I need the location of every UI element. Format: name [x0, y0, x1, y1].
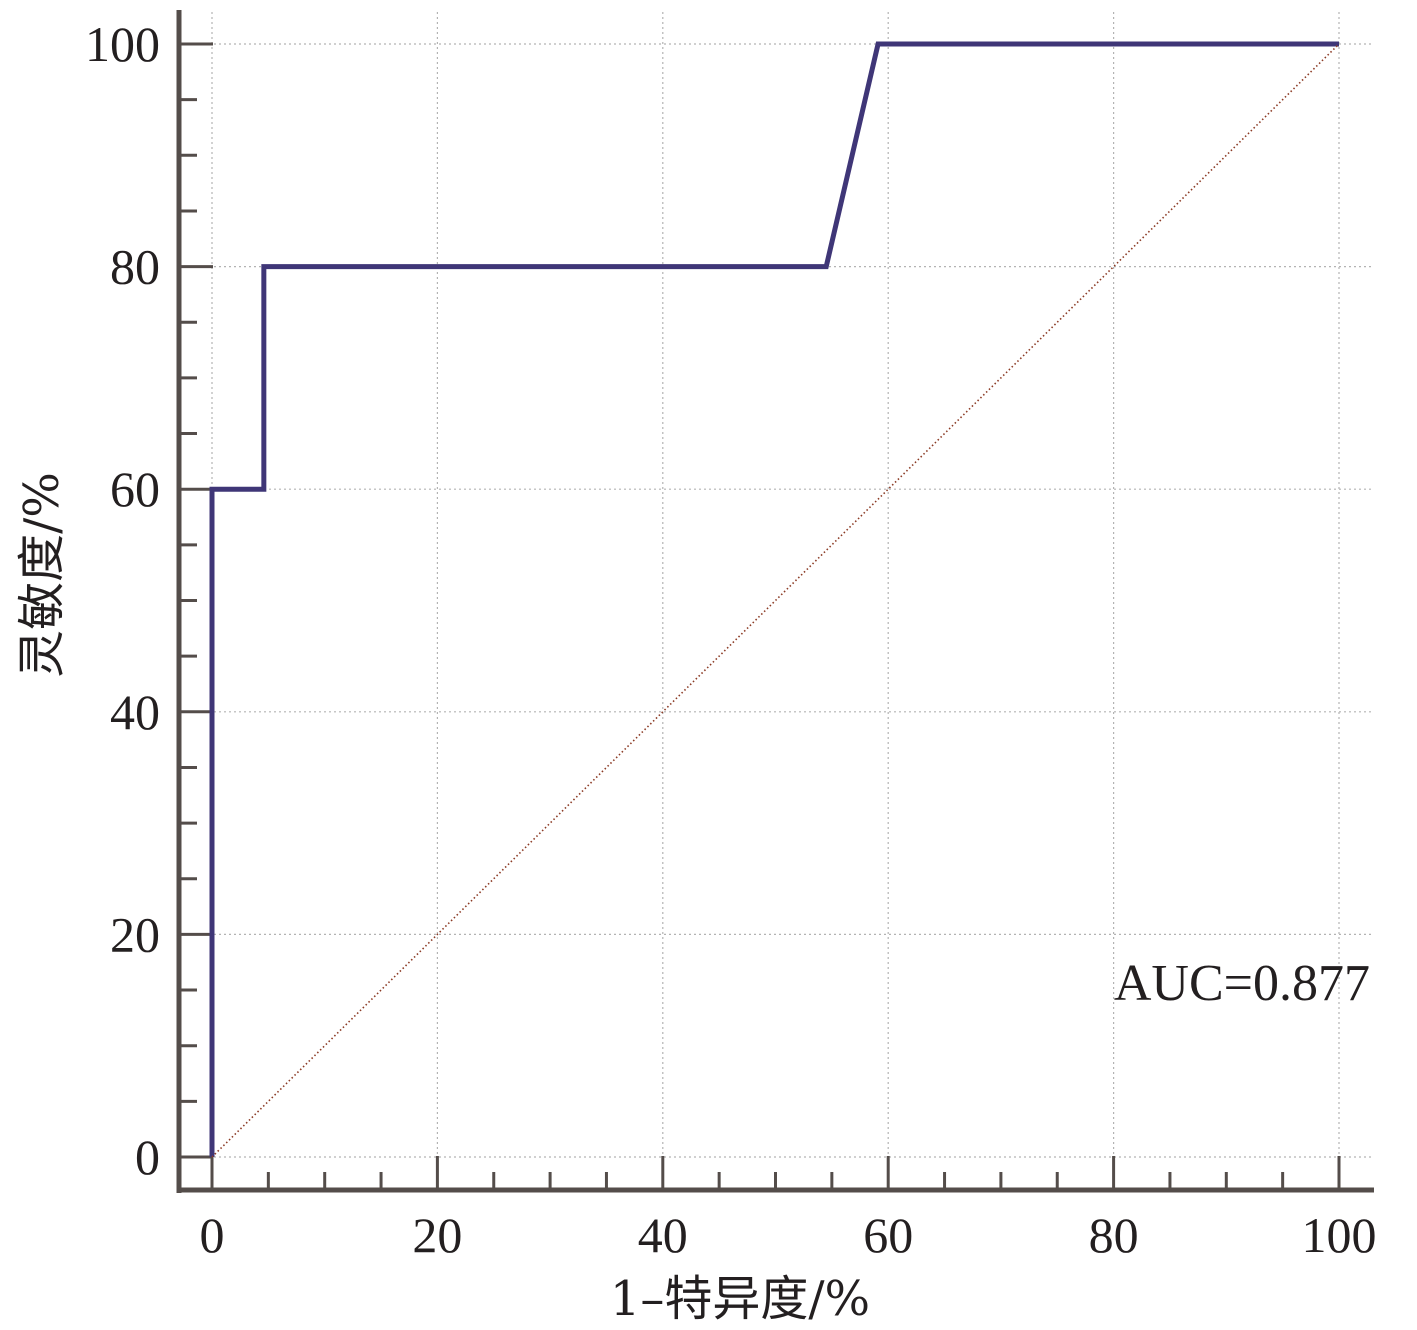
- x-axis-title: 1–特异度/%: [610, 1271, 870, 1327]
- x-tick-label-3: 60: [863, 1207, 913, 1263]
- x-tick-label-4: 80: [1089, 1207, 1139, 1263]
- series: [209, 41, 1340, 1158]
- y-tick-label-1: 20: [110, 906, 160, 962]
- y-tick-label-3: 60: [110, 461, 160, 517]
- auc-annotation: AUC=0.877: [1114, 955, 1370, 1012]
- y-tick-label-0: 0: [135, 1129, 160, 1185]
- y-axis-title: 灵敏度/%: [14, 472, 70, 678]
- y-tick-label-2: 40: [110, 684, 160, 740]
- x-tick-label-5: 100: [1302, 1207, 1377, 1263]
- y-tick-label-4: 80: [110, 239, 160, 295]
- roc-curve-line: [209, 41, 1339, 1157]
- tick-labels: 0 20 40 60 80 100 0 20 40 60 80 100: [85, 16, 1377, 1263]
- x-tick-label-2: 40: [638, 1207, 688, 1263]
- x-tick-label-0: 0: [200, 1207, 225, 1263]
- ticks: [179, 42, 1341, 1190]
- x-tick-label-1: 20: [412, 1207, 462, 1263]
- y-tick-label-5: 100: [85, 16, 160, 72]
